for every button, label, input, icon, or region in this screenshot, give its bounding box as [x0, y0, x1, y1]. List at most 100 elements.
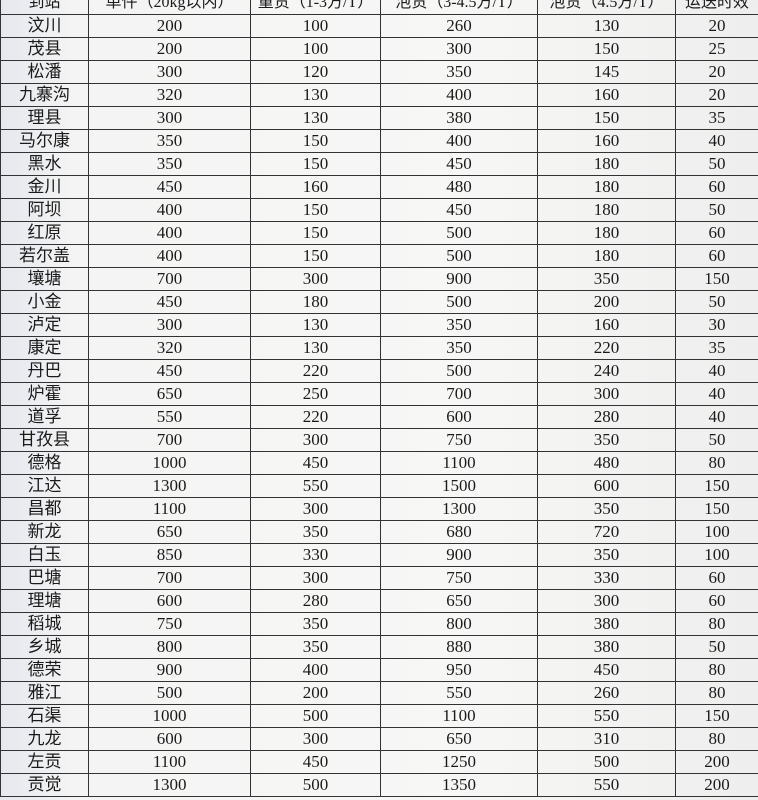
value-cell: 80 [675, 658, 758, 682]
station-cell: 金川 [0, 175, 89, 199]
value-cell: 80 [675, 727, 758, 751]
value-cell: 700 [88, 566, 251, 590]
value-cell: 200 [675, 750, 758, 774]
table-row: 茂县 200 100 300 150 25 [0, 37, 758, 61]
table-row: 九寨沟 320 130 400 160 20 [0, 83, 758, 107]
table-row: 小金 450 180 500 200 50 [0, 290, 758, 314]
table-row: 江达 1300 550 1500 600 150 [0, 474, 758, 498]
value-cell: 150 [537, 106, 676, 130]
value-cell: 150 [250, 152, 381, 176]
value-cell: 320 [88, 336, 251, 360]
value-cell: 130 [250, 313, 381, 337]
value-cell: 500 [250, 773, 381, 797]
value-cell: 35 [675, 336, 758, 360]
value-cell: 720 [537, 520, 676, 544]
value-cell: 300 [250, 428, 381, 452]
station-cell: 若尔盖 [0, 244, 89, 268]
value-cell: 150 [675, 474, 758, 498]
value-cell: 350 [380, 336, 538, 360]
value-cell: 750 [380, 566, 538, 590]
value-cell: 650 [88, 520, 251, 544]
value-cell: 400 [88, 198, 251, 222]
value-cell: 480 [380, 175, 538, 199]
value-cell: 150 [675, 497, 758, 521]
station-cell: 泸定 [0, 313, 89, 337]
station-cell: 雅江 [0, 681, 89, 705]
header-cell: 泡货（4.5方/T） [537, 0, 676, 15]
value-cell: 1300 [88, 474, 251, 498]
station-cell: 黑水 [0, 152, 89, 176]
value-cell: 450 [380, 152, 538, 176]
value-cell: 350 [250, 520, 381, 544]
table-row: 雅江 500 200 550 260 80 [0, 681, 758, 705]
value-cell: 200 [250, 681, 381, 705]
value-cell: 750 [380, 428, 538, 452]
value-cell: 1000 [88, 704, 251, 728]
table-row: 若尔盖 400 150 500 180 60 [0, 244, 758, 268]
value-cell: 80 [675, 612, 758, 636]
value-cell: 550 [537, 773, 676, 797]
value-cell: 500 [250, 704, 381, 728]
value-cell: 350 [537, 428, 676, 452]
table-row: 理县 300 130 380 150 35 [0, 106, 758, 130]
table-row: 康定 320 130 350 220 35 [0, 336, 758, 360]
table-row: 巴塘 700 300 750 330 60 [0, 566, 758, 590]
value-cell: 450 [537, 658, 676, 682]
value-cell: 1100 [380, 451, 538, 475]
value-cell: 880 [380, 635, 538, 659]
value-cell: 145 [537, 60, 676, 84]
table-row: 乡城 800 350 880 380 50 [0, 635, 758, 659]
value-cell: 220 [537, 336, 676, 360]
value-cell: 280 [537, 405, 676, 429]
table-row: 甘孜县 700 300 750 350 50 [0, 428, 758, 452]
value-cell: 350 [380, 60, 538, 84]
value-cell: 260 [537, 681, 676, 705]
table-row: 贡觉 1300 500 1350 550 200 [0, 773, 758, 797]
value-cell: 40 [675, 129, 758, 153]
table-row: 昌都 1100 300 1300 350 150 [0, 497, 758, 521]
header-cell: 重货（1-3方/T） [250, 0, 381, 15]
station-cell: 九龙 [0, 727, 89, 751]
table-row: 炉霍 650 250 700 300 40 [0, 382, 758, 406]
table-row: 汶川 200 100 260 130 20 [0, 14, 758, 38]
table-row: 德荣 900 400 950 450 80 [0, 658, 758, 682]
station-cell: 康定 [0, 336, 89, 360]
value-cell: 40 [675, 405, 758, 429]
station-cell: 丹巴 [0, 359, 89, 383]
value-cell: 320 [88, 83, 251, 107]
station-cell: 德格 [0, 451, 89, 475]
station-cell: 道孚 [0, 405, 89, 429]
value-cell: 300 [88, 106, 251, 130]
station-cell: 阿坝 [0, 198, 89, 222]
value-cell: 300 [537, 382, 676, 406]
value-cell: 350 [380, 313, 538, 337]
value-cell: 500 [380, 221, 538, 245]
value-cell: 100 [675, 520, 758, 544]
header-cell: 运送时效 [675, 0, 758, 15]
station-cell: 理塘 [0, 589, 89, 613]
value-cell: 500 [380, 290, 538, 314]
value-cell: 600 [88, 589, 251, 613]
value-cell: 310 [537, 727, 676, 751]
station-cell: 德荣 [0, 658, 89, 682]
table-row: 新龙 650 350 680 720 100 [0, 520, 758, 544]
value-cell: 50 [675, 198, 758, 222]
value-cell: 1300 [88, 773, 251, 797]
value-cell: 60 [675, 589, 758, 613]
value-cell: 450 [380, 198, 538, 222]
value-cell: 900 [380, 543, 538, 567]
value-cell: 1350 [380, 773, 538, 797]
value-cell: 350 [250, 612, 381, 636]
value-cell: 25 [675, 37, 758, 61]
value-cell: 180 [537, 221, 676, 245]
value-cell: 60 [675, 566, 758, 590]
value-cell: 650 [88, 382, 251, 406]
value-cell: 200 [88, 14, 251, 38]
table-row: 红原 400 150 500 180 60 [0, 221, 758, 245]
station-cell: 九寨沟 [0, 83, 89, 107]
value-cell: 60 [675, 175, 758, 199]
value-cell: 180 [537, 198, 676, 222]
value-cell: 160 [250, 175, 381, 199]
value-cell: 150 [675, 267, 758, 291]
